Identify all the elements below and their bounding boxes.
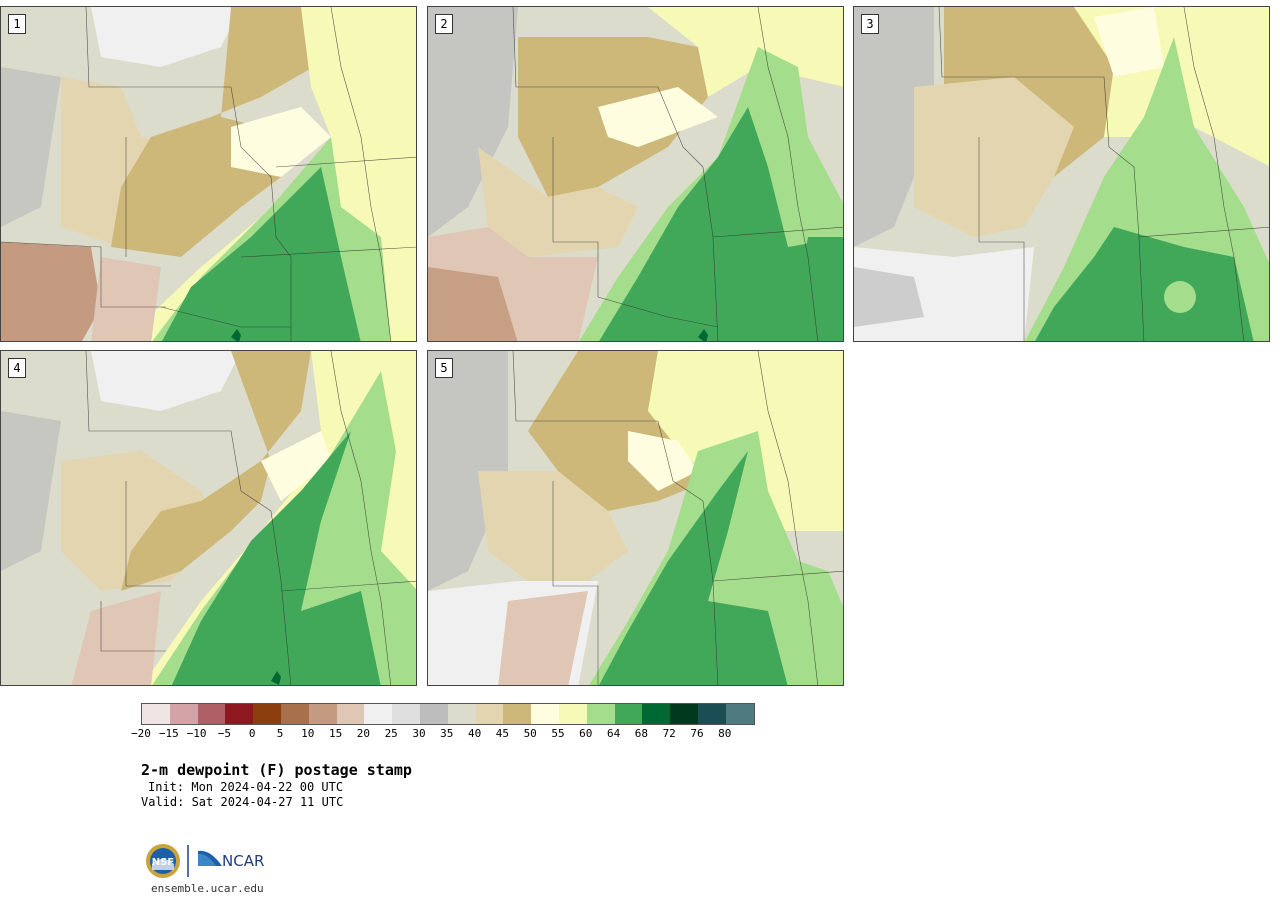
- colorbar-tick-label: 80: [718, 727, 732, 740]
- colorbar-swatch: [197, 704, 226, 724]
- dewpoint-map-1: [1, 7, 416, 341]
- logos: NSF NCAR: [144, 842, 274, 880]
- colorbar-tick-label: 72: [662, 727, 676, 740]
- colorbar-swatch: [503, 704, 532, 724]
- colorbar-swatch: [142, 704, 170, 724]
- map-panel-2: 2: [427, 6, 844, 342]
- colorbar-swatch: [225, 704, 254, 724]
- nsf-logo-icon: NSF: [146, 844, 180, 878]
- colorbar-swatch: [642, 704, 671, 724]
- panel-number: 3: [861, 14, 879, 34]
- ncar-logo-icon: NCAR: [198, 850, 264, 870]
- colorbar-tick-label: 30: [412, 727, 426, 740]
- colorbar-swatch: [475, 704, 504, 724]
- colorbar-swatch: [531, 704, 559, 724]
- colorbar-swatch: [725, 704, 754, 724]
- map-panel-3: 3: [853, 6, 1270, 342]
- colorbar-tick-label: 45: [495, 727, 510, 740]
- dewpoint-map-3: [854, 7, 1269, 341]
- colorbar-tick-label: −20: [131, 727, 151, 740]
- colorbar-tick-label: 10: [301, 727, 315, 740]
- colorbar-swatch: [419, 704, 448, 724]
- colorbar-swatch: [697, 704, 726, 724]
- colorbar-tick-label: 0: [248, 727, 256, 740]
- colorbar-swatch: [253, 704, 281, 724]
- colorbar-tick-label: 50: [523, 727, 537, 740]
- colorbar-tick-label: 55: [551, 727, 565, 740]
- colorbar-ticks: −20 −15 −10 −5 0 5 10 15 20 25 30 35 40 45 50 55 60 64 68 7…: [131, 727, 761, 741]
- colorbar-tick-label: 40: [467, 727, 482, 740]
- colorbar-swatch: [586, 704, 615, 724]
- dewpoint-map-4: [1, 351, 416, 685]
- colorbar-swatch: [169, 704, 198, 724]
- colorbar-tick-label: 5: [276, 727, 284, 740]
- panel-number: 5: [435, 358, 453, 378]
- colorbar-tick-label: 64: [606, 727, 621, 740]
- dewpoint-map-5: [428, 351, 843, 685]
- ncar-logo-text: NCAR: [222, 852, 264, 870]
- map-panel-4: 4: [0, 350, 417, 686]
- colorbar-tick-label: −5: [217, 727, 232, 740]
- valid-time: Valid: Sat 2024-04-27 11 UTC: [141, 795, 344, 809]
- panel-number: 1: [8, 14, 26, 34]
- colorbar-swatch: [670, 704, 698, 724]
- panel-number: 2: [435, 14, 453, 34]
- panel-number: 4: [8, 358, 26, 378]
- map-panel-1: 1: [0, 6, 417, 342]
- colorbar-swatch: [308, 704, 337, 724]
- map-panel-5: 5: [427, 350, 844, 686]
- colorbar-swatch: [558, 704, 587, 724]
- colorbar-tick-label: 15: [328, 727, 343, 740]
- init-time: Init: Mon 2024-04-22 00 UTC: [148, 780, 344, 794]
- colorbar-tick-label: −15: [158, 727, 179, 740]
- colorbar-swatch: [280, 704, 309, 724]
- colorbar: [141, 703, 755, 725]
- colorbar-swatch: [336, 704, 365, 724]
- colorbar-tick-label: 20: [356, 727, 371, 740]
- colorbar-tick-label: 68: [634, 727, 649, 740]
- colorbar-tick-label: 25: [384, 727, 398, 740]
- colorbar-tick-label: −10: [186, 727, 207, 740]
- plot-title: 2-m dewpoint (F) postage stamp: [141, 761, 412, 779]
- colorbar-swatch: [392, 704, 420, 724]
- colorbar-swatch: [447, 704, 476, 724]
- colorbar-swatch: [614, 704, 643, 724]
- nsf-logo-text: NSF: [152, 857, 174, 868]
- source-url: ensemble.ucar.edu: [151, 882, 264, 895]
- colorbar-tick-label: 60: [579, 727, 593, 740]
- colorbar-swatch: [364, 704, 393, 724]
- colorbar-tick-label: 35: [440, 727, 454, 740]
- colorbar-tick-label: 76: [690, 727, 704, 740]
- dewpoint-map-2: [428, 7, 843, 341]
